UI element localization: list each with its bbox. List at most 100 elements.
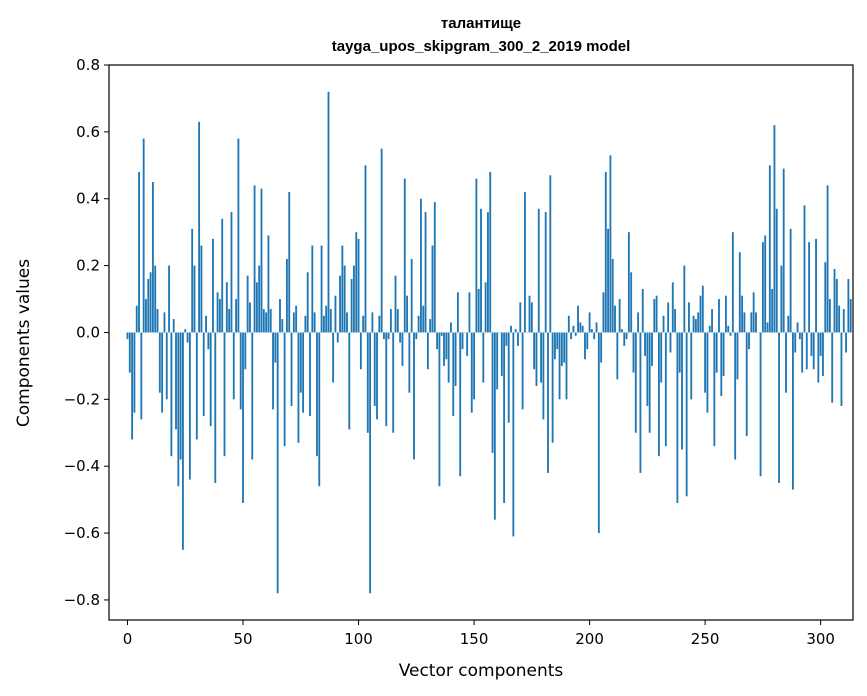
- bar-167: [512, 332, 515, 537]
- bar-13: [156, 309, 159, 333]
- bar-9: [147, 278, 150, 333]
- bar-242: [685, 332, 688, 497]
- bar-149: [470, 332, 473, 413]
- bar-119: [401, 332, 404, 366]
- bar-144: [459, 332, 462, 477]
- bar-57: [258, 265, 261, 333]
- bar-121: [406, 295, 408, 333]
- bar-280: [773, 125, 776, 333]
- y-axis-ticks: −0.8 −0.6 −0.4 −0.2 0.0 0.2 0.4 0.6 0.8: [64, 56, 109, 609]
- bar-182: [547, 332, 549, 473]
- bar-56: [255, 282, 258, 333]
- bar-157: [489, 171, 492, 333]
- bar-170: [519, 302, 522, 333]
- bar-45: [230, 212, 233, 333]
- bar-54: [251, 332, 254, 460]
- bar-309: [840, 332, 843, 407]
- bar-235: [669, 332, 672, 353]
- bar-64: [274, 332, 277, 363]
- bar-306: [833, 268, 836, 333]
- bar-278: [768, 165, 771, 333]
- bar-143: [456, 292, 459, 333]
- bar-233: [664, 332, 667, 447]
- bar-92: [339, 275, 341, 333]
- bar-126: [417, 315, 420, 333]
- bar-33: [202, 332, 205, 417]
- bar-310: [842, 309, 845, 333]
- bar-74: [297, 332, 300, 443]
- bar-274: [759, 332, 762, 477]
- bar-159: [493, 332, 496, 520]
- bar-208: [607, 228, 610, 333]
- bar-204: [597, 332, 600, 534]
- bar-46: [232, 332, 235, 400]
- bar-117: [396, 309, 399, 333]
- bar-32: [200, 245, 203, 333]
- bar-58: [260, 188, 263, 333]
- bar-10: [149, 272, 152, 333]
- bar-124: [413, 332, 415, 460]
- bar-175: [530, 302, 533, 333]
- bar-111: [383, 332, 385, 340]
- bar-166: [510, 325, 512, 333]
- bar-291: [798, 332, 801, 340]
- bar-131: [429, 319, 432, 333]
- bar-250: [704, 332, 707, 393]
- bar-218: [630, 272, 633, 333]
- bar-164: [505, 332, 508, 346]
- bar-276: [764, 235, 767, 333]
- bar-99: [355, 232, 358, 333]
- bar-28: [191, 228, 194, 333]
- chart-subtitle: tayga_upos_skipgram_300_2_2019 model: [332, 38, 631, 55]
- bar-226: [648, 332, 651, 433]
- bar-78: [306, 272, 309, 333]
- bar-83: [318, 332, 321, 487]
- bar-311: [845, 332, 847, 353]
- bar-237: [674, 309, 677, 333]
- bar-112: [385, 332, 388, 427]
- bar-154: [482, 332, 485, 383]
- bar-156: [487, 212, 489, 333]
- bar-7: [142, 138, 145, 333]
- bar-285: [785, 332, 787, 393]
- bar-134: [436, 332, 439, 350]
- bar-2: [131, 332, 134, 440]
- bar-0: [126, 332, 129, 340]
- bar-90: [334, 295, 337, 333]
- bar-34: [205, 315, 207, 333]
- bar-44: [228, 309, 231, 333]
- bar-80: [311, 245, 314, 333]
- bar-251: [706, 332, 709, 413]
- bar-227: [651, 332, 653, 366]
- bar-275: [761, 242, 764, 333]
- bar-55: [253, 185, 256, 333]
- bar-257: [720, 332, 723, 396]
- bar-186: [556, 332, 559, 350]
- bar-68: [283, 332, 286, 447]
- y-tick-label: −0.2: [64, 390, 100, 408]
- bar-114: [389, 309, 392, 333]
- bar-152: [477, 289, 480, 333]
- y-tick-label: 0.4: [76, 190, 100, 208]
- bar-288: [792, 332, 794, 490]
- y-tick-label: −0.4: [64, 457, 100, 475]
- bar-24: [182, 332, 184, 550]
- bar-84: [320, 245, 323, 333]
- bar-206: [602, 292, 605, 333]
- bar-240: [681, 332, 683, 450]
- bar-14: [158, 332, 161, 393]
- bar-5: [138, 171, 140, 333]
- bar-181: [544, 212, 547, 333]
- bar-308: [838, 305, 841, 333]
- x-tick-label: 250: [691, 630, 720, 648]
- bar-234: [667, 302, 670, 333]
- bar-16: [163, 312, 166, 333]
- bar-179: [540, 332, 542, 383]
- bar-253: [711, 309, 713, 333]
- bar-284: [782, 168, 785, 333]
- bar-247: [697, 312, 700, 333]
- bar-252: [708, 325, 711, 333]
- bar-36: [209, 332, 212, 427]
- bar-269: [748, 332, 750, 350]
- bar-281: [775, 208, 778, 333]
